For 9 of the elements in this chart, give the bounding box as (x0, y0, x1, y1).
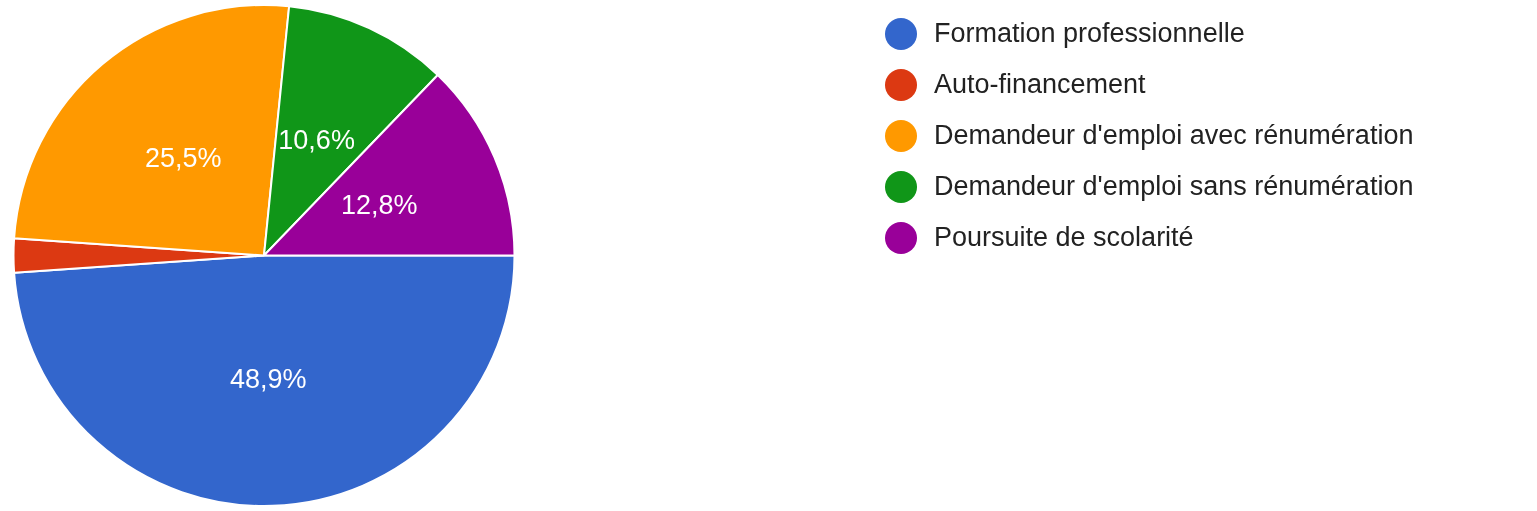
data-label: 25,5% (144, 143, 222, 174)
legend-label: Demandeur d'emploi avec rénumération (934, 120, 1414, 151)
data-label: 48,9% (230, 364, 307, 395)
data-label: 12,8% (340, 189, 418, 220)
legend-label: Poursuite de scolarité (934, 222, 1194, 253)
legend-label: Formation professionnelle (934, 18, 1245, 49)
legend-label: Demandeur d'emploi sans rénumération (934, 171, 1414, 202)
legend-label: Auto-financement (934, 69, 1146, 100)
data-label: 10,6% (278, 125, 355, 156)
